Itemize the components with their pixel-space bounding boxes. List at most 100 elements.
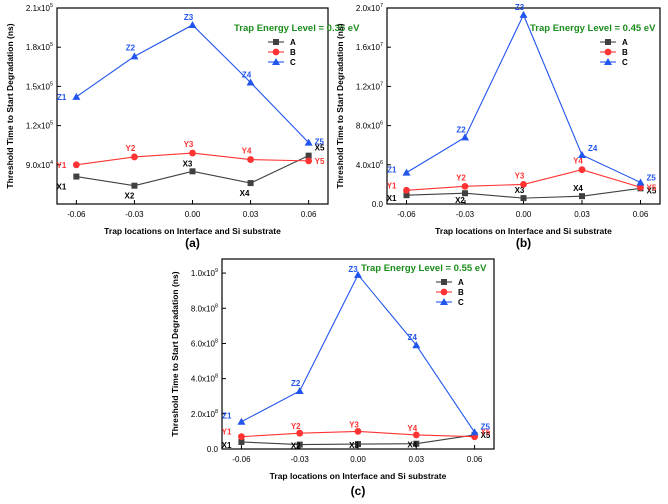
point-label: Z4 bbox=[242, 70, 252, 79]
point-label: Z2 bbox=[456, 125, 466, 134]
point-label: Z3 bbox=[515, 3, 525, 12]
point-label: Z4 bbox=[408, 333, 418, 342]
point-label: Z1 bbox=[57, 93, 67, 102]
point-label: Y1 bbox=[57, 161, 67, 170]
x-tick-label: 0.03 bbox=[408, 455, 424, 464]
y-tick-label: 9.0x104 bbox=[26, 160, 53, 170]
point-label: Z5 bbox=[481, 422, 491, 431]
data-point bbox=[247, 156, 254, 163]
trap-energy-annotation: Trap Energy Level = 0.35 eV bbox=[234, 23, 360, 34]
y-tick-label: 0.0 bbox=[207, 445, 219, 454]
x-tick-label: 0.00 bbox=[350, 455, 366, 464]
chart-panel: 0.0 4.0x106 8.0x106 1.2x107 1.6x107 2.0x107 -0… bbox=[335, 3, 661, 250]
y-tick-label: 2.0x107 bbox=[356, 3, 383, 13]
y-axis-label: Threshold Time to Start Degradation (ns) bbox=[5, 23, 15, 188]
data-point bbox=[636, 178, 645, 186]
point-label: X1 bbox=[57, 183, 67, 192]
point-label: X3 bbox=[349, 441, 359, 450]
data-point bbox=[412, 431, 420, 439]
legend-label: A bbox=[622, 38, 628, 47]
point-label: Z2 bbox=[291, 379, 301, 388]
x-axis-label: Trap locations on Interface and Si subst… bbox=[435, 226, 612, 236]
point-label: Y5 bbox=[481, 428, 491, 437]
data-point bbox=[441, 279, 447, 285]
y-tick-label: 1.5x105 bbox=[26, 81, 53, 91]
data-point bbox=[272, 58, 280, 65]
y-tick-label: 0.0 bbox=[372, 200, 384, 209]
point-label: Y4 bbox=[407, 424, 417, 433]
y-tick-label: 2.0x108 bbox=[191, 409, 218, 419]
data-point bbox=[189, 168, 196, 175]
data-point bbox=[189, 149, 196, 157]
point-label: X4 bbox=[407, 441, 417, 450]
point-label: Y2 bbox=[126, 144, 136, 153]
data-point bbox=[296, 441, 303, 448]
panel-label: (c) bbox=[351, 484, 366, 498]
point-label: X2 bbox=[125, 192, 135, 201]
trap-energy-annotation: Trap Energy Level = 0.45 eV bbox=[530, 23, 656, 34]
data-point bbox=[246, 78, 255, 86]
legend: ABC bbox=[436, 278, 464, 307]
data-point bbox=[131, 182, 138, 189]
data-point bbox=[579, 193, 585, 200]
data-point bbox=[440, 298, 448, 305]
chart-panel: 9.0x104 1.2x105 1.5x105 1.8x105 2.1x105 -0.06… bbox=[5, 3, 360, 250]
legend-label: C bbox=[622, 58, 628, 67]
y-tick-label: 4.0x106 bbox=[356, 160, 383, 170]
point-label: Z3 bbox=[184, 13, 194, 22]
x-tick-label: -0.06 bbox=[232, 455, 251, 464]
x-tick-label: 0.03 bbox=[574, 210, 590, 219]
data-point bbox=[440, 288, 448, 296]
data-point bbox=[237, 417, 246, 425]
legend-label: A bbox=[458, 278, 464, 287]
point-label: Y5 bbox=[315, 157, 325, 166]
point-label: X1 bbox=[387, 194, 397, 203]
point-label: Z4 bbox=[588, 144, 598, 153]
x-tick-label: -0.03 bbox=[456, 210, 475, 219]
data-point bbox=[604, 48, 612, 56]
data-point bbox=[354, 428, 362, 435]
data-point bbox=[238, 433, 245, 441]
data-point bbox=[604, 58, 612, 65]
legend-label: B bbox=[622, 48, 628, 57]
y-tick-label: 4.0x108 bbox=[191, 374, 218, 384]
data-point bbox=[188, 20, 197, 28]
point-label: Z5 bbox=[315, 138, 325, 147]
legend-label: A bbox=[290, 38, 296, 47]
series-B: Y1 Y2 Y3 Y4 Y5 bbox=[57, 140, 325, 170]
point-label: X5 bbox=[647, 186, 657, 195]
point-label: Y1 bbox=[222, 428, 232, 437]
data-point bbox=[273, 39, 279, 45]
point-label: Y2 bbox=[456, 173, 466, 182]
data-point bbox=[296, 429, 304, 437]
x-axis-label: Trap locations on Interface and Si subst… bbox=[270, 471, 447, 481]
data-point bbox=[412, 341, 421, 349]
series-C: Z1 Z2 Z3 Z4 Z5 bbox=[222, 265, 491, 436]
trap-energy-annotation: Trap Energy Level = 0.55 eV bbox=[361, 263, 487, 274]
legend: ABC bbox=[268, 38, 296, 67]
chart-panel: 0.0 2.0x108 4.0x108 6.0x108 8.0x108 1.0x109 -0… bbox=[170, 258, 495, 498]
point-label: X3 bbox=[183, 159, 193, 168]
data-point bbox=[470, 428, 479, 436]
y-tick-label: 1.0x109 bbox=[191, 268, 218, 278]
point-label: Z3 bbox=[348, 265, 358, 274]
y-tick-label: 1.6x107 bbox=[356, 42, 383, 52]
data-point bbox=[578, 151, 586, 158]
point-label: X5 bbox=[315, 144, 325, 153]
y-tick-label: 1.2x105 bbox=[26, 121, 53, 131]
point-label: Y4 bbox=[573, 157, 583, 166]
y-tick-label: 8.0x106 bbox=[356, 121, 383, 131]
point-label: Y3 bbox=[515, 171, 525, 180]
series-line bbox=[241, 273, 476, 433]
data-point bbox=[131, 153, 138, 161]
data-point bbox=[247, 180, 254, 187]
y-axis-label: Threshold Time to Start Degradation (ns) bbox=[335, 23, 345, 188]
point-label: Z1 bbox=[222, 412, 232, 421]
data-point bbox=[355, 441, 361, 448]
data-point bbox=[305, 157, 313, 165]
x-tick-label: 0.06 bbox=[633, 210, 649, 219]
point-label: Y4 bbox=[242, 147, 252, 156]
panel-label: (a) bbox=[185, 236, 200, 250]
legend-label: C bbox=[290, 58, 296, 67]
